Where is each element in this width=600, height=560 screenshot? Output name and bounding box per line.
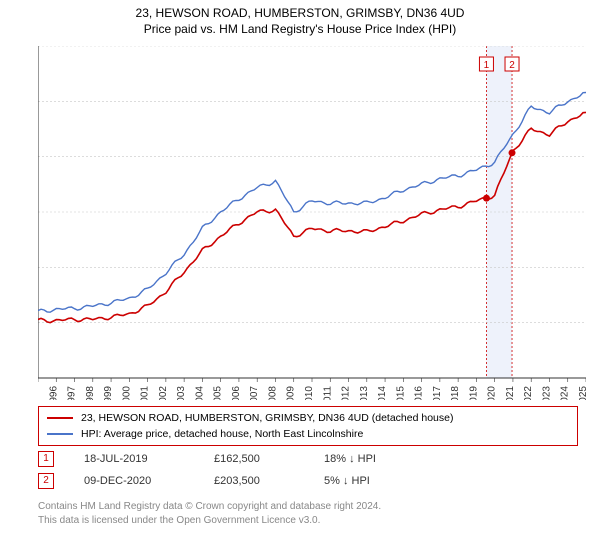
- footer-line-2: This data is licensed under the Open Gov…: [38, 514, 381, 528]
- svg-text:2020: 2020: [487, 386, 498, 400]
- svg-text:2010: 2010: [304, 386, 315, 400]
- svg-text:2011: 2011: [322, 386, 333, 400]
- svg-text:2004: 2004: [194, 386, 205, 400]
- transaction-row: 1 18-JUL-2019£162,50018% ↓ HPI: [38, 448, 376, 470]
- svg-text:1997: 1997: [67, 386, 78, 400]
- svg-text:1995: 1995: [38, 386, 41, 400]
- legend-label: 23, HEWSON ROAD, HUMBERSTON, GRIMSBY, DN…: [81, 412, 453, 424]
- transaction-date: 09-DEC-2020: [84, 475, 214, 487]
- legend-label: HPI: Average price, detached house, Nort…: [81, 428, 363, 440]
- svg-text:2014: 2014: [377, 386, 388, 400]
- legend: 23, HEWSON ROAD, HUMBERSTON, GRIMSBY, DN…: [38, 406, 578, 446]
- line-chart: £0£50K£100K£150K£200K£250K£300K199519961…: [38, 46, 586, 400]
- svg-text:2: 2: [509, 60, 515, 71]
- svg-text:2015: 2015: [395, 386, 406, 400]
- chart-container: 23, HEWSON ROAD, HUMBERSTON, GRIMSBY, DN…: [0, 0, 600, 560]
- transaction-date: 18-JUL-2019: [84, 453, 214, 465]
- svg-text:2023: 2023: [541, 386, 552, 400]
- footer-line-1: Contains HM Land Registry data © Crown c…: [38, 500, 381, 514]
- svg-text:1: 1: [484, 60, 490, 71]
- svg-text:1996: 1996: [48, 386, 59, 400]
- legend-item: 23, HEWSON ROAD, HUMBERSTON, GRIMSBY, DN…: [47, 410, 571, 426]
- transaction-price: £203,500: [214, 475, 324, 487]
- title-block: 23, HEWSON ROAD, HUMBERSTON, GRIMSBY, DN…: [0, 0, 600, 36]
- transactions-table: 1 18-JUL-2019£162,50018% ↓ HPI 2 09-DEC-202…: [38, 448, 376, 492]
- svg-text:2021: 2021: [505, 386, 516, 400]
- svg-text:2009: 2009: [286, 386, 297, 400]
- transaction-row: 2 09-DEC-2020£203,5005% ↓ HPI: [38, 470, 376, 492]
- chart-subtitle: Price paid vs. HM Land Registry's House …: [0, 22, 600, 36]
- svg-text:2003: 2003: [176, 386, 187, 400]
- legend-swatch: [47, 433, 73, 435]
- svg-text:2007: 2007: [249, 386, 260, 400]
- svg-text:2019: 2019: [468, 386, 479, 400]
- svg-text:2000: 2000: [121, 386, 132, 400]
- transaction-badge: 2: [38, 473, 54, 489]
- transaction-delta: 5% ↓ HPI: [324, 475, 370, 487]
- svg-text:2025: 2025: [578, 386, 586, 400]
- transaction-price: £162,500: [214, 453, 324, 465]
- svg-text:2008: 2008: [267, 386, 278, 400]
- svg-text:2002: 2002: [158, 386, 169, 400]
- svg-text:2001: 2001: [140, 386, 151, 400]
- legend-item: HPI: Average price, detached house, Nort…: [47, 426, 571, 442]
- svg-text:2012: 2012: [341, 386, 352, 400]
- svg-text:2013: 2013: [359, 386, 370, 400]
- svg-text:2016: 2016: [414, 386, 425, 400]
- svg-text:2017: 2017: [432, 386, 443, 400]
- svg-text:2005: 2005: [213, 386, 224, 400]
- transaction-delta: 18% ↓ HPI: [324, 453, 376, 465]
- svg-text:2022: 2022: [523, 386, 534, 400]
- footer-attribution: Contains HM Land Registry data © Crown c…: [38, 500, 381, 527]
- svg-text:2006: 2006: [231, 386, 242, 400]
- legend-swatch: [47, 417, 73, 419]
- svg-text:1998: 1998: [85, 386, 96, 400]
- chart-title: 23, HEWSON ROAD, HUMBERSTON, GRIMSBY, DN…: [0, 6, 600, 20]
- svg-text:2024: 2024: [560, 386, 571, 400]
- svg-text:2018: 2018: [450, 386, 461, 400]
- svg-text:1999: 1999: [103, 386, 114, 400]
- transaction-badge: 1: [38, 451, 54, 467]
